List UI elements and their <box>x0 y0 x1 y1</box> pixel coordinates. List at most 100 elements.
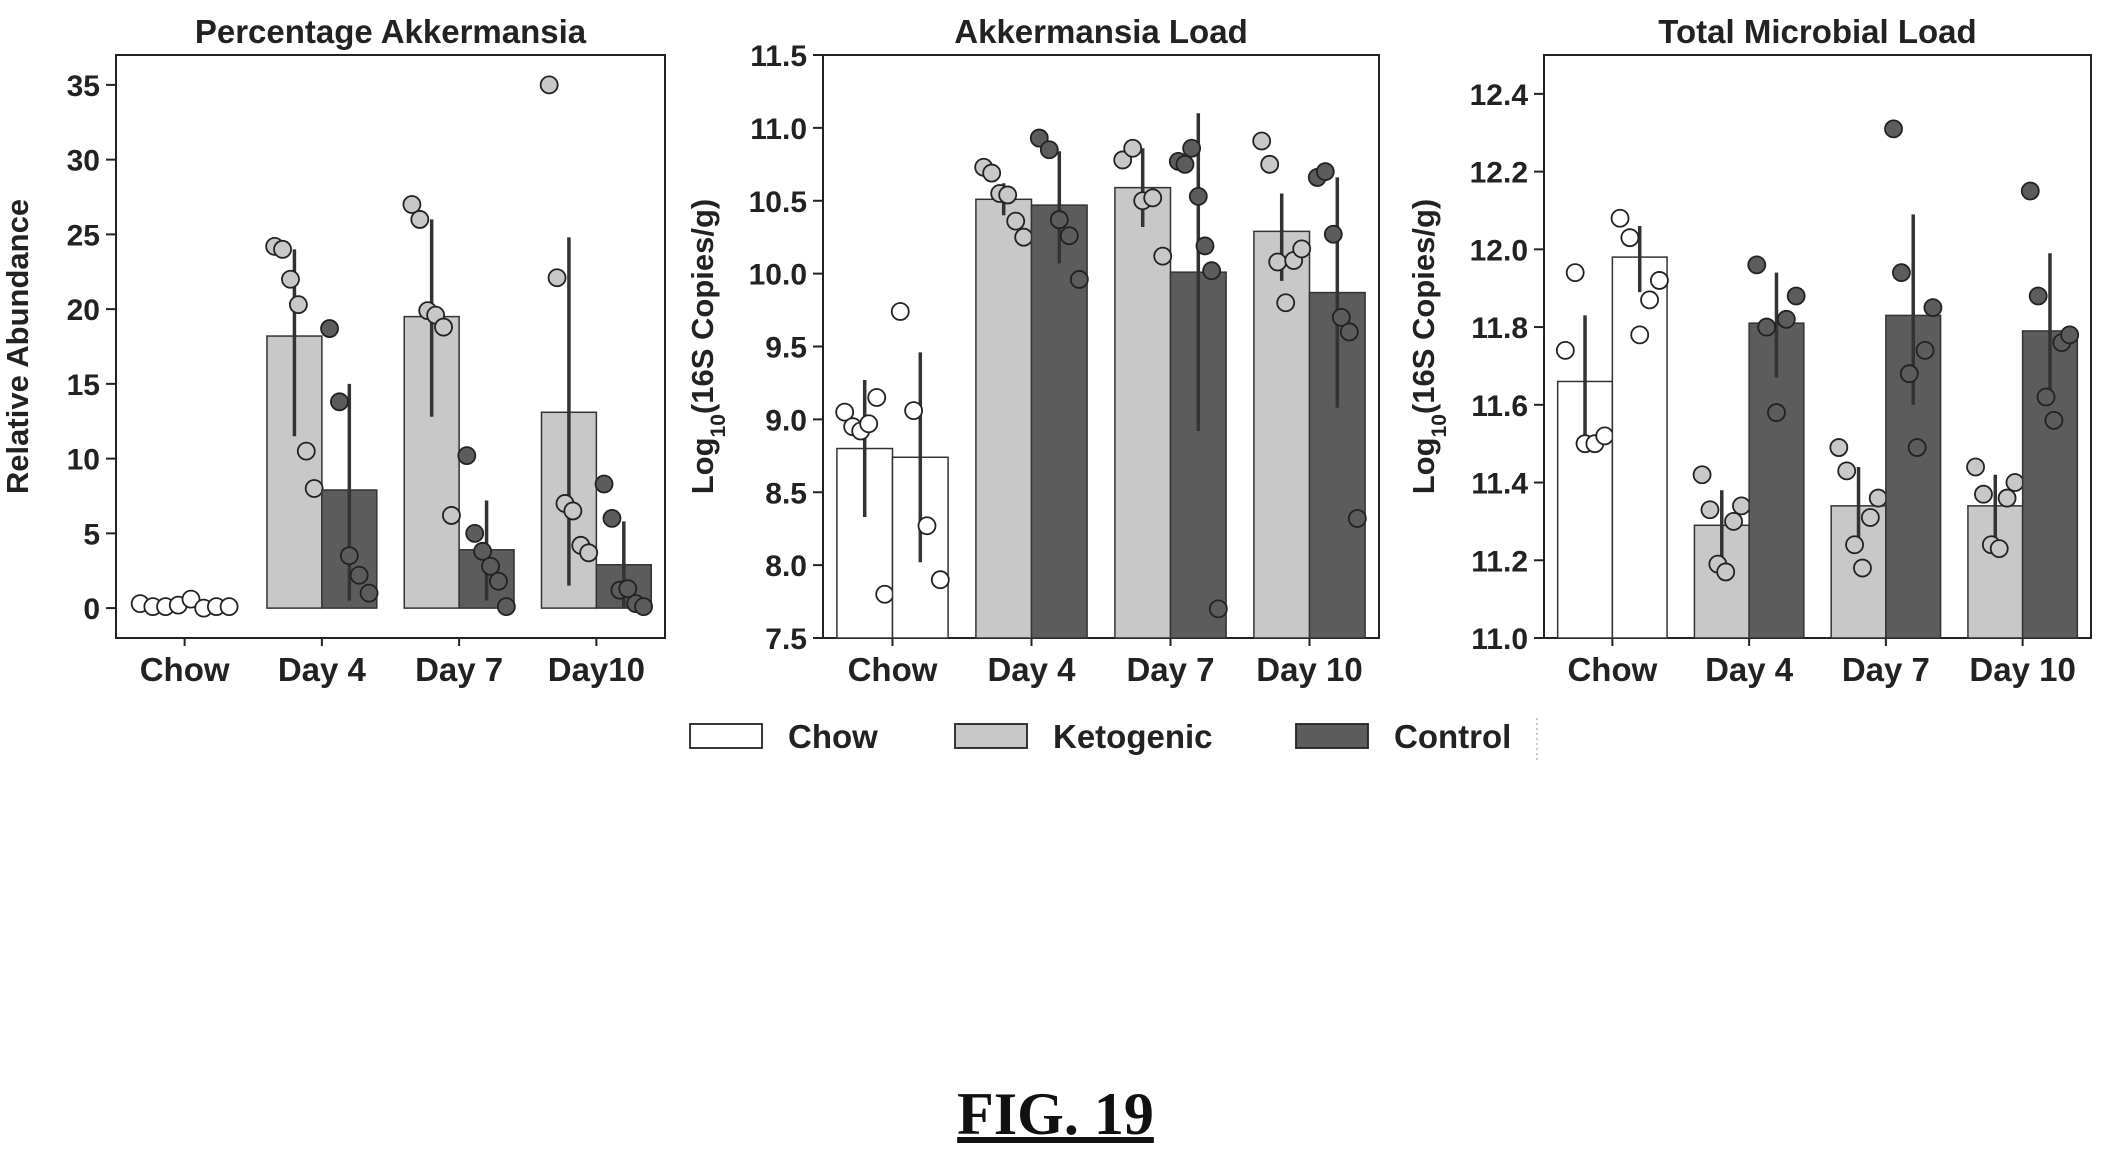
data-point-chow <box>904 401 924 421</box>
y-tick-label: 15 <box>67 369 100 402</box>
y-tick-label: 11.0 <box>750 113 807 146</box>
legend-label: Control <box>1394 718 1511 755</box>
data-point-chow <box>1640 290 1659 310</box>
data-point-control <box>1182 138 1202 158</box>
data-point-control <box>1347 509 1367 528</box>
data-point-control <box>2044 410 2064 430</box>
y-tick-label: 7.5 <box>765 623 807 656</box>
data-point-control <box>1069 270 1089 289</box>
y-tick-label: 11.6 <box>1471 390 1528 423</box>
chart-akkermansia-load: Akkermansia Load 7.5 8.0 8.5 9.0 9.5 10.0 10.5 1… <box>685 13 1380 688</box>
y-tick-label: 8.5 <box>765 477 807 510</box>
data-point-ketogenic <box>982 163 1002 183</box>
data-point-control <box>349 565 369 585</box>
y-axis-title: Log10(16S Copies/g) <box>1406 199 1451 495</box>
chart-percentage-akkermansia: Percentage Akkermansia 0 5 10 15 20 25 30 35 Rela… <box>0 13 666 688</box>
legend-swatch <box>689 723 763 749</box>
data-point-ketogenic <box>1837 461 1857 481</box>
data-point-ketogenic <box>1868 488 1888 508</box>
y-tick-label: 20 <box>67 294 100 327</box>
data-point-ketogenic <box>1252 131 1272 151</box>
y-tick-label: 30 <box>67 145 100 178</box>
data-point-ketogenic <box>1700 500 1720 520</box>
data-point-control <box>618 579 638 599</box>
data-point-ketogenic <box>402 195 422 214</box>
data-point-control <box>457 446 477 466</box>
data-point-chow <box>859 414 879 434</box>
data-point-ketogenic <box>1997 488 2017 508</box>
data-point-control <box>339 546 359 566</box>
data-point-ketogenic <box>288 295 308 315</box>
x-category-label: Day 4 <box>987 651 1076 688</box>
data-point-ketogenic <box>579 543 599 563</box>
data-point-chow <box>181 589 201 609</box>
y-tick-label: 11.2 <box>1471 545 1528 578</box>
data-point-control <box>1923 298 1943 318</box>
data-point-control <box>1323 224 1343 244</box>
data-point-ketogenic <box>1268 252 1288 272</box>
data-point-ketogenic <box>410 210 430 229</box>
legend-swatch <box>1295 723 1369 749</box>
x-category-label: Day 10 <box>1256 651 1362 688</box>
data-point-ketogenic <box>998 185 1018 205</box>
data-point-chow <box>1630 325 1650 345</box>
data-point-chow <box>875 584 895 604</box>
data-point-ketogenic <box>1989 539 2009 559</box>
data-point-control <box>602 509 622 528</box>
data-point-ketogenic <box>1716 562 1736 582</box>
data-point-control <box>1884 119 1903 139</box>
data-point-ketogenic <box>1845 535 1864 555</box>
data-point-ketogenic <box>273 239 292 259</box>
data-point-ketogenic <box>1292 239 1312 259</box>
data-point-control <box>320 319 339 338</box>
data-point-control <box>1188 186 1208 206</box>
data-point-control <box>330 392 349 412</box>
data-point-control <box>1208 599 1228 619</box>
y-tick-label: 11.8 <box>1471 312 1528 345</box>
data-point-control <box>359 583 379 603</box>
legend-item-control: Control <box>1295 718 1511 755</box>
data-point-control <box>1776 309 1796 329</box>
plot-frame <box>1543 54 2092 639</box>
data-point-ketogenic <box>1276 293 1296 313</box>
bar-day-4-ketogenic <box>975 198 1033 639</box>
data-point-control <box>1202 261 1222 281</box>
data-point-chow <box>917 516 937 536</box>
data-point-ketogenic <box>1853 558 1872 578</box>
data-point-control <box>634 597 653 617</box>
y-tick-label: 12.0 <box>1470 234 1528 267</box>
x-category-label: Day 7 <box>1842 651 1930 688</box>
y-axis-title: Log10(16S Copies/g) <box>685 199 730 495</box>
data-point-control <box>1175 154 1195 174</box>
x-category-label: Day10 <box>548 651 645 688</box>
data-point-ketogenic <box>1829 438 1849 457</box>
y-tick-label: 10 <box>67 444 100 477</box>
data-point-control <box>465 523 485 543</box>
y-tick-label: 8.0 <box>765 550 807 583</box>
data-point-control <box>1786 286 1806 306</box>
data-point-control <box>1767 403 1786 422</box>
data-point-control <box>1315 162 1335 182</box>
x-category-label: Day 7 <box>1126 651 1214 688</box>
data-point-ketogenic <box>304 479 324 498</box>
data-point-control <box>489 571 508 591</box>
legend-label: Chow <box>788 718 878 755</box>
data-point-ketogenic <box>1692 465 1712 485</box>
data-point-chow <box>1610 208 1630 228</box>
data-point-control <box>2028 286 2048 306</box>
y-tick-label: 10.5 <box>749 186 807 219</box>
data-point-ketogenic <box>1143 188 1163 208</box>
x-category-label: Day 10 <box>1969 651 2075 688</box>
data-point-control <box>1049 210 1069 230</box>
data-point-control <box>1059 226 1079 246</box>
data-point-ketogenic <box>1014 227 1034 247</box>
data-point-chow <box>1555 340 1575 360</box>
data-point-chow <box>890 302 910 321</box>
data-point-control <box>1907 438 1927 457</box>
data-point-ketogenic <box>1724 512 1743 531</box>
data-point-chow <box>867 388 887 407</box>
y-tick-label: 9.5 <box>765 332 807 365</box>
legend-item-chow: Chow <box>689 718 878 755</box>
data-point-chow <box>835 402 855 422</box>
x-category-label: Day 4 <box>278 651 367 688</box>
